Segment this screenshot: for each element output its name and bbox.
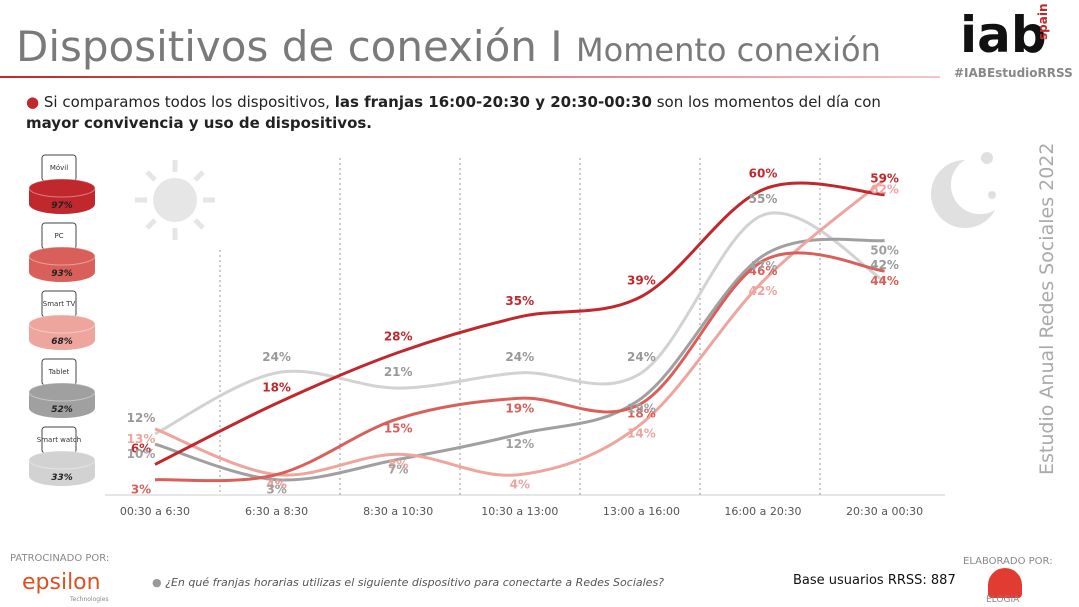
data-label: 3%: [131, 483, 151, 497]
data-label: 21%: [384, 365, 413, 379]
bullet-text: son los momentos del día con: [651, 93, 881, 111]
data-label: 8%: [388, 457, 408, 471]
separators: [219, 158, 821, 495]
data-label: 19%: [627, 401, 656, 415]
moon-icon: [930, 160, 995, 229]
bullet-bold: las franjas 16:00-20:30 y 20:30-00:30: [334, 93, 652, 111]
data-label: 42%: [870, 258, 899, 272]
chart: 00:30 a 6:30 6:30 a 8:30 8:30 a 10:30 10:30…: [28, 152, 996, 518]
data-label: 10%: [127, 447, 156, 461]
side-title: Estudio Anual Redes Sociales 2022: [1036, 142, 1058, 475]
line: [154, 178, 886, 477]
sponsor-label: PATROCINADO POR:: [10, 553, 110, 564]
data-label: 62%: [870, 182, 899, 196]
legend-usage: 93%: [51, 269, 73, 279]
logo: iab: [960, 6, 1047, 64]
legend-label: PC: [54, 232, 63, 240]
line: [154, 181, 885, 466]
x-tick-label: 00:30 a 6:30: [120, 505, 190, 518]
legend-usage: 33%: [51, 473, 73, 483]
question-text: ¿En qué franjas horarias utilizas el sig…: [165, 576, 665, 589]
data-label: 14%: [627, 427, 656, 441]
title: Dispositivos de conexión I Momento conex…: [16, 22, 881, 71]
x-tick-label: 13:00 a 16:00: [603, 505, 680, 518]
legend-label: Móvil: [50, 164, 68, 172]
star-icon: [988, 191, 996, 199]
bullet-bold: mayor convivencia y uso de dispositivos.: [26, 114, 373, 132]
hashtag: #IABEstudioRRSS: [954, 66, 1073, 80]
data-label: 24%: [505, 350, 534, 364]
line: [154, 211, 886, 436]
legend-label: Tablet: [48, 368, 70, 376]
sun-icon: [135, 160, 215, 240]
subtitle: Momento conexión: [576, 31, 881, 69]
cylinder-top: [28, 246, 96, 266]
question: ● ¿En qué franjas horarias utilizas el s…: [152, 576, 665, 589]
legend-usage: 52%: [51, 405, 73, 415]
bullet-text: Si comparamos todos los dispositivos,: [43, 93, 335, 111]
made-label: ELABORADO POR:: [963, 556, 1053, 567]
cylinder-top: [28, 382, 96, 402]
data-label: 47%: [749, 259, 778, 273]
data-label: 55%: [749, 192, 778, 206]
data-label: 12%: [127, 411, 156, 425]
sponsor-logo: epsilon: [22, 570, 101, 595]
title-rule: [0, 76, 940, 78]
line: [154, 251, 885, 483]
data-label: 28%: [384, 329, 413, 343]
data-label: 4%: [266, 478, 286, 492]
x-tick-label: 6:30 a 8:30: [245, 505, 308, 518]
cylinder-top: [28, 314, 96, 334]
star-icon: [981, 152, 993, 164]
logo-sub: spain: [1036, 3, 1050, 41]
data-label: 15%: [384, 422, 413, 436]
data-label: 24%: [627, 350, 656, 364]
data-label: 12%: [505, 437, 534, 451]
data-label: 6%: [131, 441, 151, 455]
data-label: 39%: [627, 273, 656, 287]
data-label: 46%: [749, 264, 778, 278]
legend-usage: 97%: [51, 201, 73, 211]
legend-label: Smart watch: [37, 436, 81, 444]
data-label: 42%: [749, 284, 778, 298]
x-tick-label: 16:00 a 20:30: [724, 505, 801, 518]
data-label: 50%: [870, 244, 899, 258]
bullet: ● Si comparamos todos los dispositivos, …: [26, 93, 881, 132]
maker: ELOGIA: [986, 595, 1020, 605]
sponsor-sub: Technologies: [70, 596, 109, 603]
data-label: 3%: [266, 483, 286, 497]
data-label: 44%: [870, 274, 899, 288]
cylinder-top: [28, 178, 96, 198]
legend-label: Smart TV: [43, 300, 76, 308]
data-label: 18%: [627, 406, 656, 420]
data-label: 19%: [505, 401, 534, 415]
x-tick-label: 8:30 a 10:30: [363, 505, 433, 518]
title-text: Dispositivos de conexión I: [16, 22, 563, 71]
data-label: 4%: [266, 478, 286, 492]
legend-usage: 68%: [51, 337, 73, 347]
data-label: 13%: [127, 432, 156, 446]
data-label: 4%: [510, 478, 530, 492]
maker-icon: [988, 568, 1022, 598]
cylinder-top: [28, 450, 96, 470]
x-tick-label: 20:30 a 00:30: [846, 505, 923, 518]
x-tick-label: 10:30 a 13:00: [481, 505, 558, 518]
data-label: 7%: [388, 462, 408, 476]
data-label: 35%: [505, 294, 534, 308]
data-label: 18%: [262, 380, 291, 394]
data-label: 24%: [262, 350, 291, 364]
line: [154, 237, 885, 482]
base-note: Base usuarios RRSS: 887: [793, 573, 956, 588]
data-label: 59%: [870, 172, 899, 186]
data-label: 60%: [749, 167, 778, 181]
